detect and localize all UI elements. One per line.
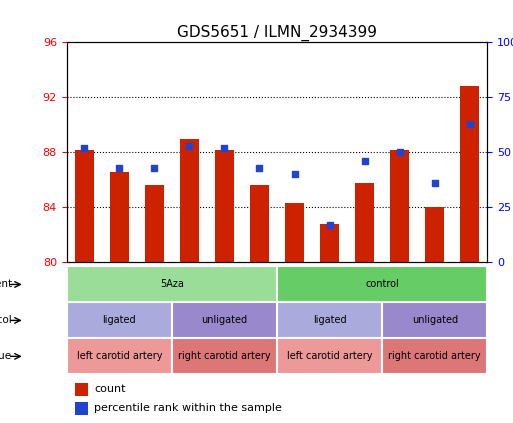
Text: left carotid artery: left carotid artery	[287, 352, 372, 361]
Point	[185, 142, 193, 149]
Bar	[74, 150, 94, 262]
Text: left carotid artery: left carotid artery	[76, 352, 162, 361]
Bar	[320, 224, 339, 262]
Text: protocol: protocol	[0, 316, 12, 325]
Point	[150, 164, 159, 171]
Text: unligated: unligated	[202, 316, 247, 325]
FancyBboxPatch shape	[172, 338, 277, 374]
Bar	[460, 86, 480, 262]
Text: ligated: ligated	[103, 316, 136, 325]
Text: control: control	[365, 280, 399, 289]
Bar	[145, 185, 164, 262]
Text: right carotid artery: right carotid artery	[178, 352, 271, 361]
Point	[255, 164, 264, 171]
FancyBboxPatch shape	[67, 266, 277, 302]
Point	[325, 222, 333, 228]
Bar	[390, 150, 409, 262]
FancyBboxPatch shape	[67, 302, 172, 338]
Bar	[285, 203, 304, 262]
Point	[361, 158, 369, 165]
Title: GDS5651 / ILMN_2934399: GDS5651 / ILMN_2934399	[177, 25, 377, 41]
Point	[430, 180, 439, 187]
Text: right carotid artery: right carotid artery	[388, 352, 481, 361]
Bar	[215, 150, 234, 262]
FancyBboxPatch shape	[277, 302, 382, 338]
FancyBboxPatch shape	[67, 338, 172, 374]
FancyBboxPatch shape	[382, 338, 487, 374]
Bar	[355, 183, 374, 262]
Bar	[110, 172, 129, 262]
Text: count: count	[94, 384, 126, 394]
Text: 5Aza: 5Aza	[160, 280, 184, 289]
Text: ligated: ligated	[313, 316, 346, 325]
Bar	[75, 383, 88, 396]
Text: tissue: tissue	[0, 352, 12, 361]
Point	[80, 145, 88, 151]
Text: agent: agent	[0, 280, 12, 289]
Point	[466, 120, 474, 127]
Bar	[180, 139, 199, 262]
Text: unligated: unligated	[412, 316, 458, 325]
Point	[396, 149, 404, 156]
Point	[290, 171, 299, 178]
FancyBboxPatch shape	[382, 302, 487, 338]
Bar	[250, 185, 269, 262]
FancyBboxPatch shape	[277, 266, 487, 302]
Point	[220, 145, 228, 151]
Text: percentile rank within the sample: percentile rank within the sample	[94, 403, 282, 413]
FancyBboxPatch shape	[172, 302, 277, 338]
Bar	[75, 402, 88, 415]
Bar	[425, 207, 444, 262]
FancyBboxPatch shape	[277, 338, 382, 374]
Point	[115, 164, 123, 171]
